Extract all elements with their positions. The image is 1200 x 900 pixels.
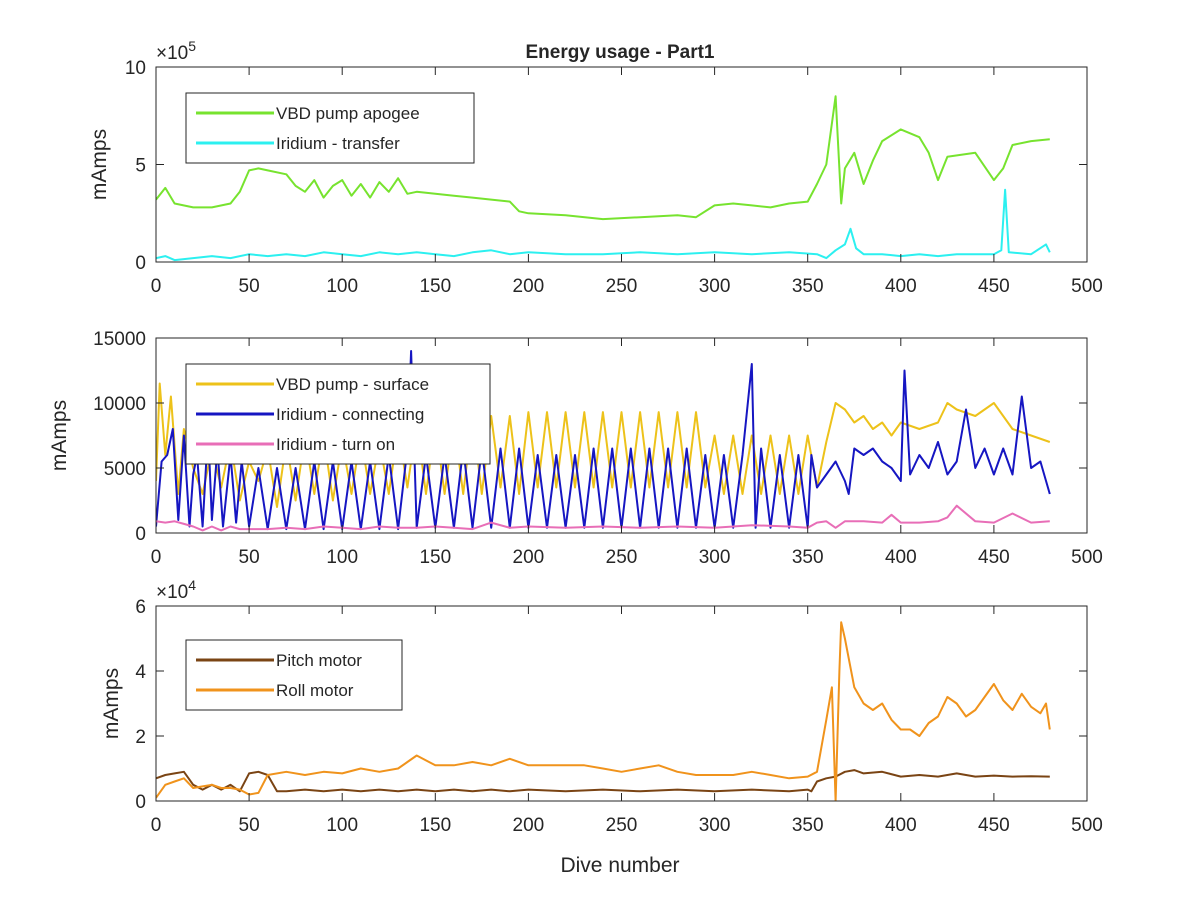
legend-label: Roll motor — [276, 681, 354, 700]
series-line-2 — [156, 621, 1051, 801]
series-line-1 — [156, 95, 1050, 221]
y-tick-label: 4 — [135, 662, 146, 683]
subplot-top: 0 50 100 150 200 250 300 350 400 450 5000510×105mA… — [88, 38, 1103, 297]
x-axis-label: Dive number — [560, 854, 679, 877]
x-tick-label: 500 — [1071, 815, 1103, 836]
y-tick-label: 15000 — [93, 329, 146, 350]
y-tick-label: 5000 — [104, 459, 146, 480]
y-tick-label: 0 — [135, 253, 146, 274]
x-tick-label: 150 — [419, 547, 451, 568]
x-tick-label: 500 — [1071, 276, 1103, 297]
x-tick-label: 450 — [978, 276, 1010, 297]
y-tick-label: 2 — [135, 727, 146, 748]
x-tick-label: 200 — [513, 276, 545, 297]
x-tick-label: 350 — [792, 547, 824, 568]
legend: VBD pump - surface Iridium - connecting Ir… — [185, 363, 491, 465]
y-axis-label: mAmps — [88, 129, 111, 200]
x-tick-label: 50 — [239, 547, 260, 568]
y-tick-label: 0 — [135, 524, 146, 545]
figure-title: Energy usage - Part1 — [525, 42, 714, 63]
y-tick-label: 10000 — [93, 394, 146, 415]
x-tick-label: 400 — [885, 276, 917, 297]
x-tick-label: 500 — [1071, 547, 1103, 568]
x-tick-label: 150 — [419, 276, 451, 297]
x-tick-label: 350 — [792, 276, 824, 297]
x-tick-label: 250 — [606, 276, 638, 297]
legend-label: Iridium - transfer — [276, 134, 400, 153]
y-tick-label: 6 — [135, 597, 146, 618]
x-tick-label: 250 — [606, 547, 638, 568]
series-group — [156, 621, 1051, 801]
y-tick-label: 0 — [135, 792, 146, 813]
x-tick-label: 100 — [326, 547, 358, 568]
x-tick-label: 0 — [151, 815, 162, 836]
series-line-2 — [156, 188, 1051, 262]
x-tick-label: 300 — [699, 815, 731, 836]
x-tick-label: 250 — [606, 815, 638, 836]
y-tick-label: 5 — [135, 156, 146, 177]
subplot-bottom: 0 50 100 150 200 250 300 350 400 450 5000246×104mA… — [100, 577, 1103, 836]
y-axis-label: mAmps — [48, 400, 71, 471]
legend-label: VBD pump apogee — [276, 104, 420, 123]
x-tick-label: 400 — [885, 815, 917, 836]
x-tick-label: 200 — [513, 815, 545, 836]
x-tick-label: 300 — [699, 547, 731, 568]
x-tick-label: 450 — [978, 547, 1010, 568]
x-tick-label: 100 — [326, 815, 358, 836]
series-line-1 — [156, 382, 1051, 508]
series-group — [156, 95, 1051, 262]
y-tick-label: 10 — [125, 58, 146, 79]
x-tick-label: 450 — [978, 815, 1010, 836]
legend-box — [185, 639, 403, 711]
legend-label: Iridium - turn on — [276, 435, 395, 454]
x-tick-label: 350 — [792, 815, 824, 836]
legend: VBD pump apogee Iridium - transfer — [185, 92, 475, 164]
legend-box — [185, 92, 475, 164]
legend-label: Pitch motor — [276, 651, 362, 670]
x-tick-label: 150 — [419, 815, 451, 836]
x-tick-label: 0 — [151, 547, 162, 568]
legend: Pitch motor Roll motor — [185, 639, 403, 711]
legend-label: VBD pump - surface — [276, 375, 429, 394]
x-tick-label: 200 — [513, 547, 545, 568]
legend-label: Iridium - connecting — [276, 405, 424, 424]
x-tick-label: 100 — [326, 276, 358, 297]
x-tick-label: 50 — [239, 276, 260, 297]
subplot-middle: 0 50 100 150 200 250 300 350 400 450 5000500010000… — [48, 329, 1103, 568]
x-tick-label: 0 — [151, 276, 162, 297]
y-axis-label: mAmps — [100, 668, 123, 739]
x-tick-label: 300 — [699, 276, 731, 297]
x-tick-label: 50 — [239, 815, 260, 836]
x-tick-label: 400 — [885, 547, 917, 568]
